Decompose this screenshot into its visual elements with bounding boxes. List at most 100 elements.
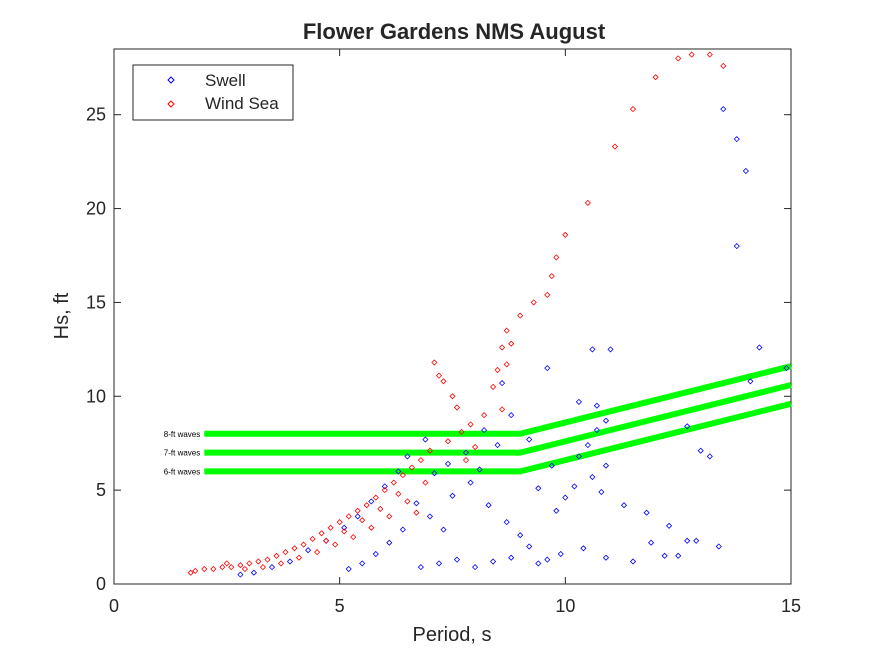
- wind-sea-point: [354, 507, 361, 514]
- wind-sea-point: [517, 312, 524, 319]
- y-tick-label: 15: [86, 292, 106, 312]
- wind-sea-point: [381, 487, 388, 494]
- wind-sea-point: [201, 565, 208, 573]
- wind-sea-point: [462, 457, 470, 464]
- wind-sea-point: [223, 560, 230, 567]
- wind-sea-point: [359, 517, 366, 524]
- wind-sea-point: [300, 541, 307, 548]
- threshold-label: 8-ft waves: [164, 430, 200, 439]
- swell-point: [684, 537, 691, 544]
- chart-title: Flower Gardens NMS August: [303, 19, 606, 44]
- legend-label-wind-sea: Wind Sea: [205, 94, 279, 113]
- wind-sea-point: [237, 562, 244, 569]
- wind-sea-point: [413, 509, 420, 516]
- wind-sea-point: [548, 273, 555, 280]
- wind-sea-point: [259, 564, 266, 571]
- wind-sea-point: [440, 378, 447, 385]
- threshold-lines: 8-ft waves 7-ft waves 6-ft waves: [164, 363, 792, 476]
- swell-point: [481, 427, 488, 434]
- swell-point: [693, 537, 700, 544]
- wind-sea-point: [341, 528, 348, 535]
- wind-sea-point: [264, 556, 271, 563]
- swell-point: [404, 453, 411, 460]
- swell-point: [426, 513, 433, 520]
- swell-point: [526, 436, 533, 443]
- wind-sea-point: [706, 51, 713, 58]
- swell-point: [490, 558, 497, 565]
- legend-marker-wind-sea: [167, 100, 175, 108]
- wind-sea-point: [467, 421, 474, 428]
- wind-sea-point: [499, 344, 506, 351]
- swell-point: [453, 556, 461, 563]
- swell-point: [286, 558, 294, 565]
- wind-sea-point: [372, 494, 379, 501]
- wind-sea-point: [399, 472, 406, 479]
- swell-point: [548, 462, 555, 469]
- swell-point: [386, 539, 393, 546]
- swell-point: [589, 346, 596, 353]
- swell-point: [440, 526, 447, 533]
- wind-sea-point: [426, 447, 433, 454]
- x-tick-label: 0: [109, 596, 119, 616]
- swell-point: [756, 344, 763, 351]
- swell-point: [517, 532, 524, 539]
- wind-sea-point: [228, 564, 235, 571]
- wind-sea-point: [688, 51, 695, 58]
- y-tick-label: 0: [96, 574, 106, 594]
- wind-sea-point: [431, 359, 438, 366]
- swell-point: [449, 492, 456, 499]
- swell-point: [305, 547, 312, 554]
- threshold-label: 6-ft waves: [164, 467, 200, 476]
- wind-sea-point: [472, 443, 479, 451]
- wind-sea-point: [544, 291, 551, 298]
- wind-sea-point: [210, 565, 217, 573]
- wind-sea-point: [458, 428, 465, 435]
- wind-sea-point: [332, 541, 339, 548]
- swell-point: [444, 460, 452, 467]
- wind-sea-point: [377, 505, 384, 512]
- swell-point: [368, 498, 375, 505]
- threshold-line: [204, 363, 792, 437]
- swell-point: [323, 537, 330, 544]
- wind-sea-point: [508, 340, 515, 347]
- wind-sea-point: [246, 560, 253, 567]
- x-tick-label: 10: [555, 596, 575, 616]
- wind-sea-point: [192, 567, 199, 574]
- swell-point: [431, 470, 438, 477]
- wind-sea-point: [675, 55, 682, 62]
- wind-sea-point: [503, 361, 510, 368]
- wind-sea-point: [530, 299, 537, 306]
- swell-point: [526, 543, 533, 550]
- wind-sea-point: [187, 569, 194, 576]
- swell-point: [575, 398, 582, 405]
- threshold-line: [204, 400, 792, 475]
- swell-point: [553, 507, 560, 514]
- swell-point: [494, 442, 501, 449]
- threshold-line: [204, 382, 792, 456]
- swell-point: [589, 473, 596, 481]
- wind-sea-point: [490, 383, 497, 390]
- wind-sea-point: [350, 534, 357, 541]
- wind-sea-point: [314, 549, 321, 556]
- swell-point: [372, 550, 379, 558]
- wind-sea-point: [553, 254, 560, 261]
- swell-point: [250, 569, 257, 576]
- wind-sea-point: [309, 535, 316, 542]
- wind-sea-point: [404, 498, 411, 505]
- threshold-label: 7-ft waves: [164, 449, 200, 458]
- wind-sea-point: [417, 457, 424, 464]
- wind-sea-point: [273, 552, 280, 559]
- swell-point: [593, 402, 600, 409]
- swell-point: [395, 468, 402, 475]
- wind-sea-point: [481, 412, 488, 419]
- swell-point: [535, 485, 542, 492]
- swell-point: [629, 558, 637, 565]
- swell-point: [508, 554, 515, 561]
- y-tick-label: 25: [86, 105, 106, 125]
- wind-sea-point: [395, 490, 402, 497]
- swell-point: [675, 552, 682, 559]
- wind-sea-point: [291, 545, 298, 552]
- y-tick-label: 10: [86, 386, 106, 406]
- wind-sea-point: [327, 524, 334, 531]
- wind-sea-point: [323, 537, 330, 544]
